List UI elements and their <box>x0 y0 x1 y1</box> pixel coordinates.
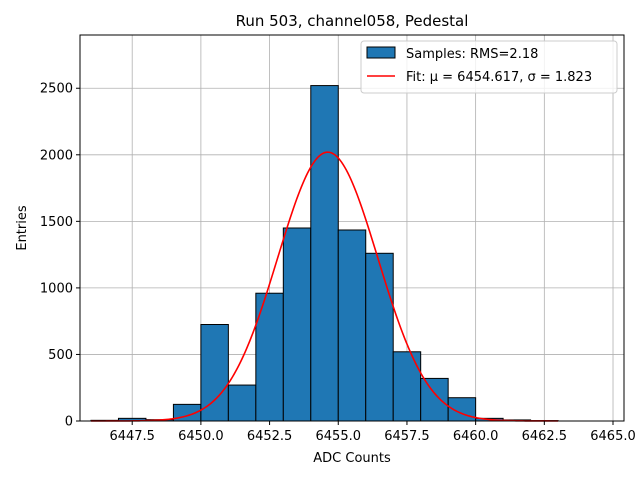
x-tick-label: 6462.5 <box>522 429 568 444</box>
histogram-bar <box>200 324 229 422</box>
legend-box <box>360 40 618 94</box>
x-axis-ticks: 6447.5 6450.0 6452.5 6455.0 6457.5 6460.0 6462… <box>109 421 636 444</box>
chart-title: Run 503, channel058, Pedestal <box>236 12 469 30</box>
histogram-bars <box>90 85 559 422</box>
x-tick-label: 6455.0 <box>316 429 362 444</box>
y-tick-label: 2500 <box>40 82 73 97</box>
histogram-bar <box>420 377 449 422</box>
y-tick-label: 2000 <box>40 148 73 163</box>
y-tick-label: 500 <box>48 348 73 363</box>
legend-fit-label: Fit: μ = 6454.617, σ = 1.823 <box>406 70 592 85</box>
histogram-bar <box>282 227 312 422</box>
histogram-bar <box>227 384 257 422</box>
y-tick-label: 1000 <box>40 281 73 296</box>
histogram-bar <box>310 85 339 422</box>
y-tick-label: 0 <box>65 415 73 430</box>
x-tick-label: 6447.5 <box>109 429 155 444</box>
legend-samples-swatch <box>366 46 396 59</box>
y-axis-ticks: 0 500 1000 1500 2000 2500 <box>40 82 80 430</box>
legend: Samples: RMS=2.18 Fit: μ = 6454.617, σ =… <box>360 40 618 94</box>
x-tick-label: 6460.0 <box>453 429 499 444</box>
histogram-bar <box>365 252 394 422</box>
x-tick-label: 6450.0 <box>178 429 224 444</box>
plot-frame <box>79 34 625 422</box>
fit-curve <box>90 151 559 422</box>
legend-samples-label: Samples: RMS=2.18 <box>406 47 538 62</box>
histogram-bar <box>337 229 367 422</box>
x-tick-label: 6465.0 <box>590 429 636 444</box>
x-tick-label: 6452.5 <box>247 429 293 444</box>
histogram-bar <box>392 351 422 422</box>
x-axis-label: ADC Counts <box>313 451 391 466</box>
x-tick-label: 6457.5 <box>384 429 430 444</box>
y-tick-label: 1500 <box>40 215 73 230</box>
y-axis-label: Entries <box>15 205 30 251</box>
